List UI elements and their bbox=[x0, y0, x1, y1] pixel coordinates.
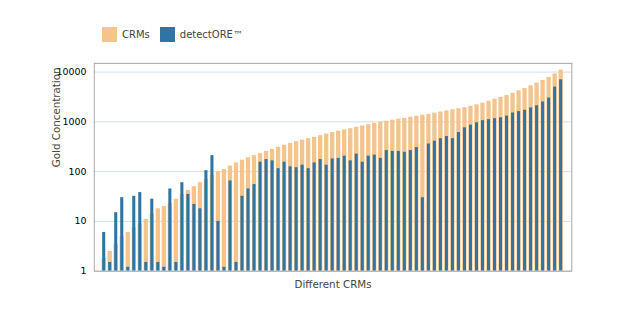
html-text:detectORE™: detectORE™ bbox=[179, 29, 243, 40]
svg-text:Gold Concentration: Gold Concentration bbox=[50, 67, 62, 167]
svg-text:1: 1 bbox=[81, 265, 87, 276]
html-text:CRMs: CRMs bbox=[122, 29, 150, 40]
svg-text:100: 100 bbox=[69, 166, 87, 177]
svg-text:10000: 10000 bbox=[56, 66, 87, 78]
svg-text:10: 10 bbox=[75, 215, 87, 226]
svg-text:1000: 1000 bbox=[63, 116, 87, 127]
svg-text:Different CRMs: Different CRMs bbox=[295, 278, 372, 290]
